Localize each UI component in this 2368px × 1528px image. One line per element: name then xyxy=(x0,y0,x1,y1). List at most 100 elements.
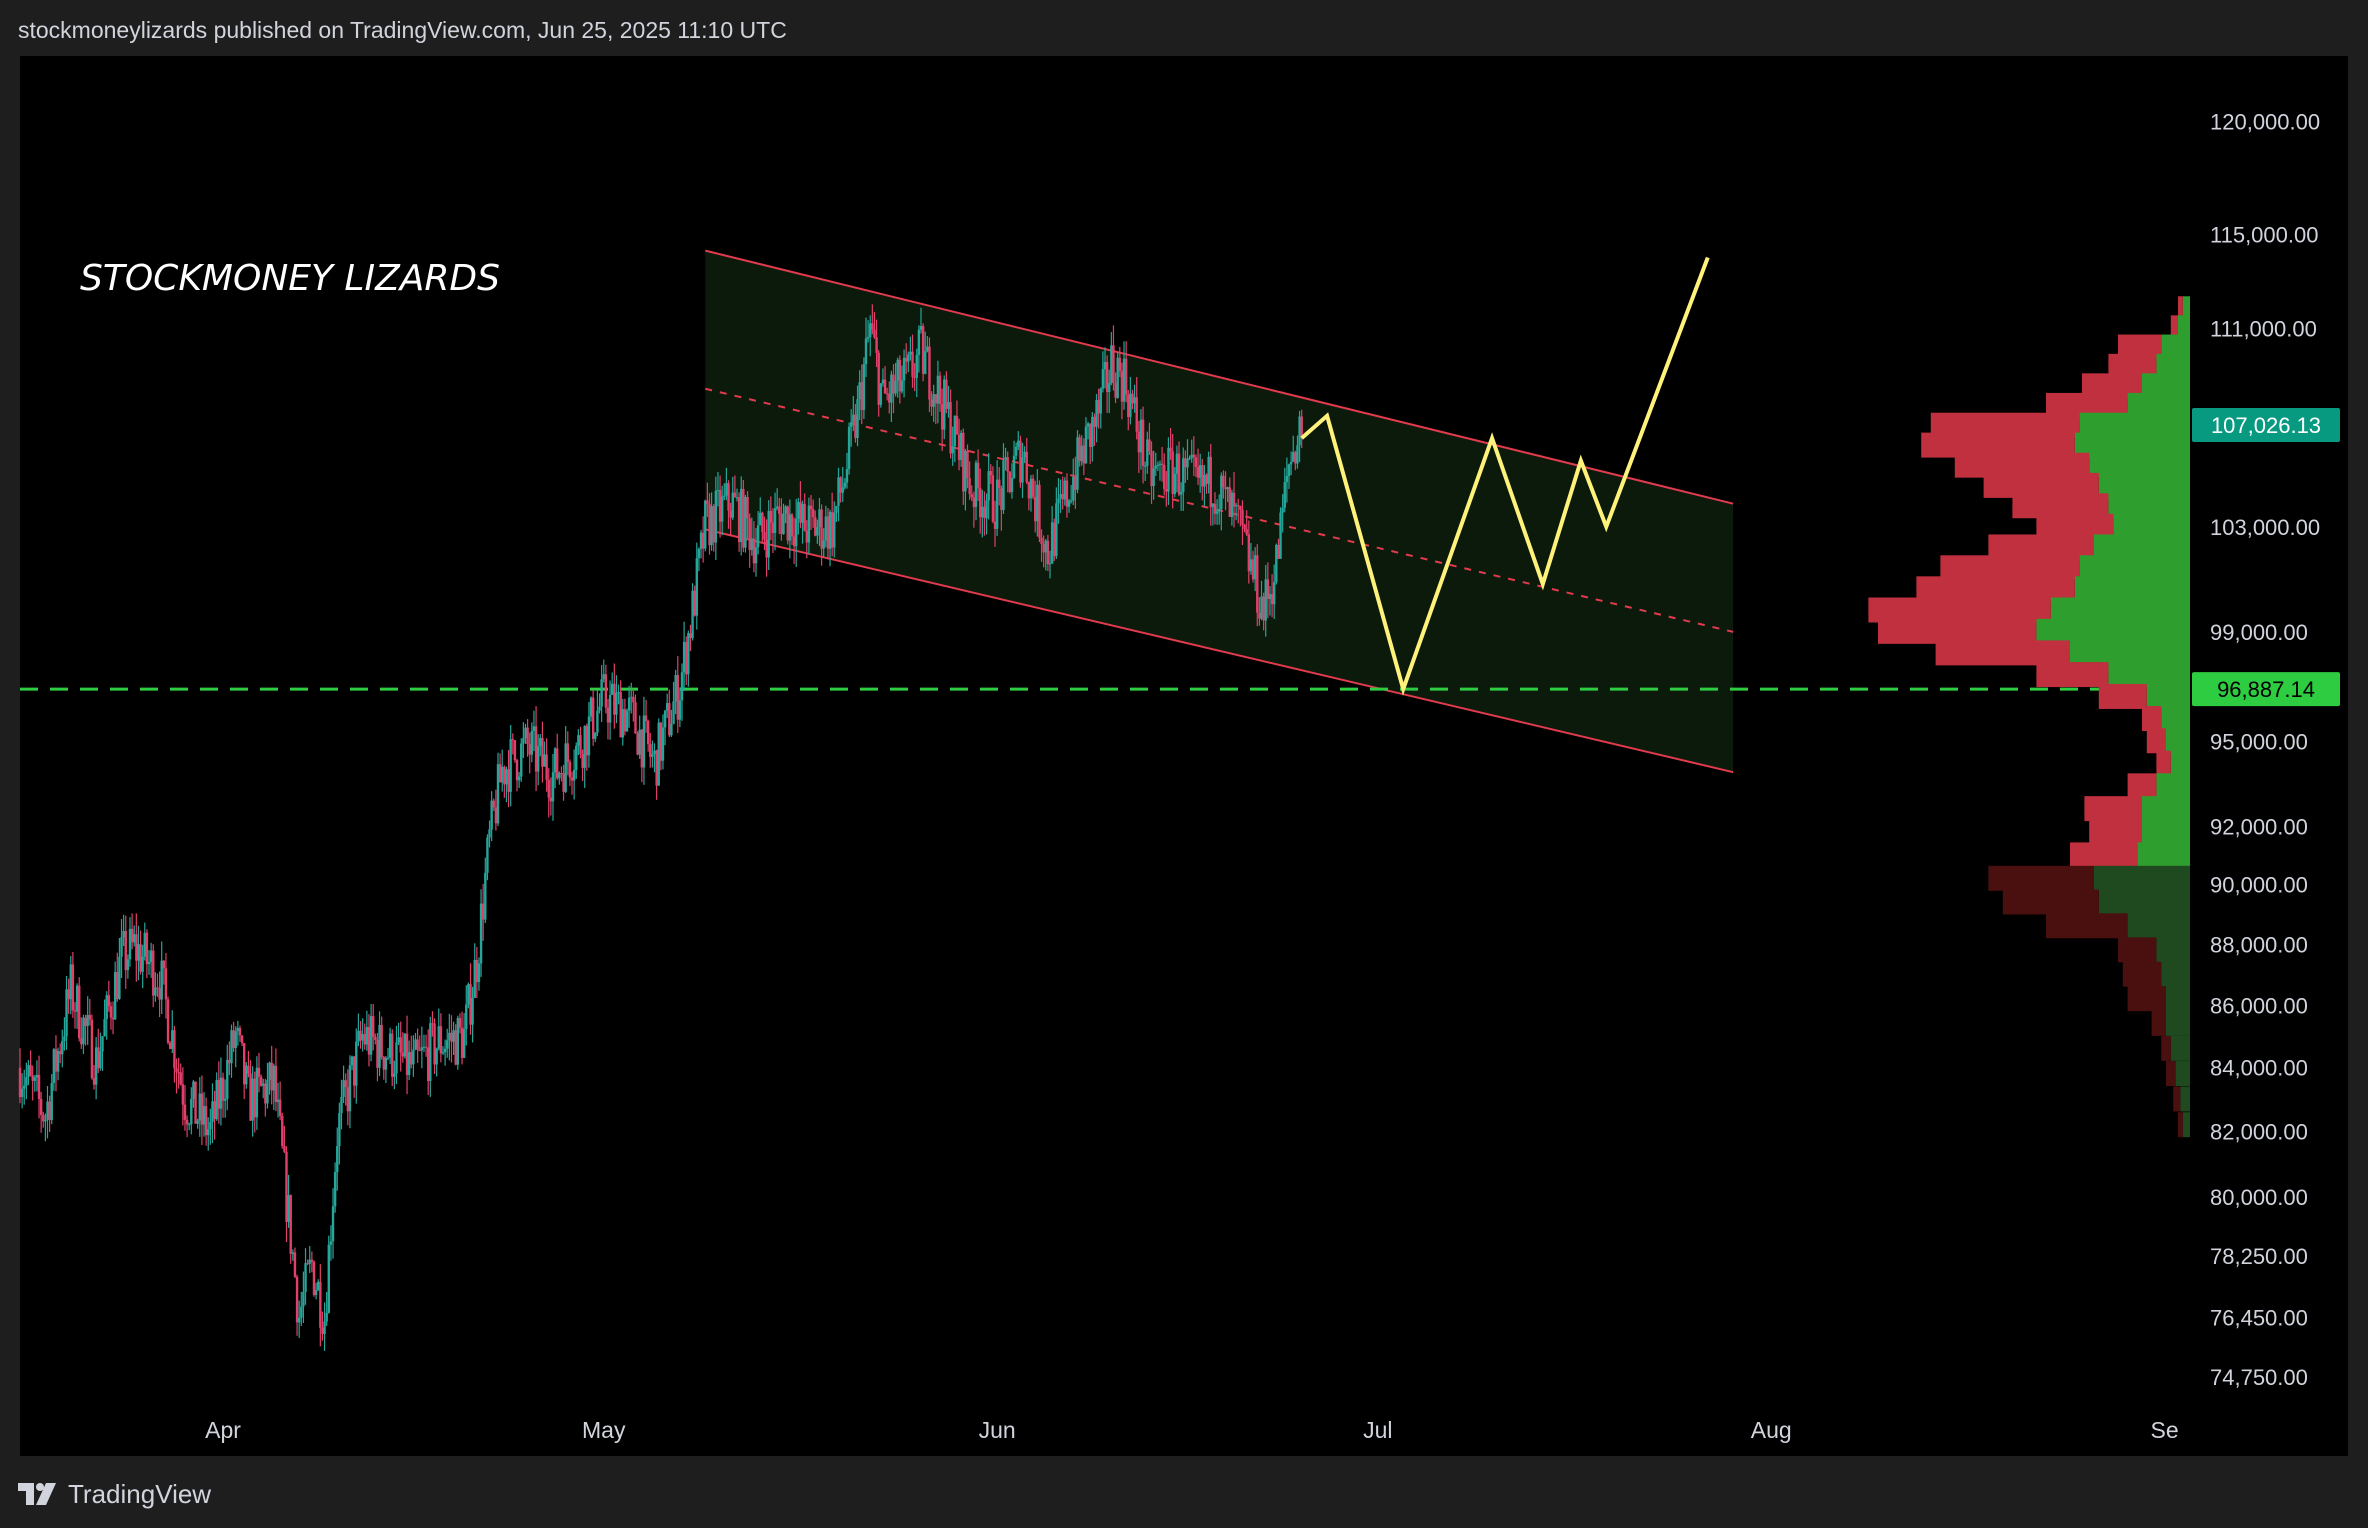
candle-body xyxy=(171,1030,174,1049)
candle-body xyxy=(196,1120,199,1124)
candle-body xyxy=(754,547,758,564)
candle-body xyxy=(460,1027,464,1058)
volume-profile-sell-bar xyxy=(2178,296,2183,322)
candle-body xyxy=(346,1087,350,1112)
candle-body xyxy=(1143,465,1147,467)
candle-body xyxy=(168,1042,172,1049)
candle-body xyxy=(369,1016,373,1055)
candle-body xyxy=(75,985,79,1012)
candle-body xyxy=(634,702,637,734)
candle-body xyxy=(99,1051,102,1069)
candle-body xyxy=(71,964,75,1011)
candle-body xyxy=(589,697,593,717)
candle-body xyxy=(173,1030,176,1069)
candle-body xyxy=(824,516,828,541)
candle-body xyxy=(39,1098,43,1115)
candle-body xyxy=(215,1079,218,1120)
candle-body xyxy=(1010,477,1014,493)
candle-body xyxy=(1042,544,1045,553)
candle-body xyxy=(126,959,130,971)
volume-profile-sell-bar xyxy=(2127,773,2157,799)
candle-body xyxy=(775,506,779,509)
candle-body xyxy=(122,931,125,938)
candle-body xyxy=(778,506,781,514)
candle-body xyxy=(264,1083,267,1104)
volume-profile-sell-bar xyxy=(2070,842,2138,868)
candle-body xyxy=(820,509,823,549)
candle-body xyxy=(697,548,701,559)
candle-body xyxy=(513,740,517,761)
candle-body xyxy=(814,517,817,536)
candle-body xyxy=(1262,596,1265,621)
volume-profile-buy-bar xyxy=(2182,1112,2190,1138)
candle-body xyxy=(177,1072,180,1074)
candle-body xyxy=(422,1046,426,1048)
candle-body xyxy=(875,337,878,353)
y-axis-tick-label: 120,000.00 xyxy=(2210,110,2320,135)
candle-body xyxy=(1101,369,1105,389)
channel-upper-line xyxy=(705,249,1734,505)
volume-profile-sell-bar xyxy=(2146,728,2166,754)
candle-body xyxy=(107,995,111,1007)
candle-body xyxy=(336,1146,339,1173)
candle-body xyxy=(849,422,853,427)
time-axis[interactable]: Apr May Jun Jul Aug Se xyxy=(205,1417,2179,1443)
candle-body xyxy=(765,539,768,558)
volume-profile-sell-bar xyxy=(2166,1061,2176,1087)
candle-body xyxy=(33,1077,37,1081)
candle-body xyxy=(1294,452,1297,464)
candle-body xyxy=(788,514,792,541)
candle-body xyxy=(185,1119,189,1125)
price-axis[interactable]: 120,000.00 115,000.00 111,000.00 103,000.00… xyxy=(2210,110,2320,1391)
candle-body xyxy=(1237,505,1240,507)
candle-body xyxy=(740,488,743,543)
volume-profile-sell-bar xyxy=(1868,597,2051,623)
candle-body xyxy=(1053,522,1056,557)
candle-body xyxy=(484,872,487,920)
candle-body xyxy=(1129,393,1132,417)
projection-zigzag xyxy=(1300,256,1710,696)
candle-body xyxy=(1086,423,1090,427)
candle-body xyxy=(858,382,861,400)
candle-body xyxy=(1258,612,1261,619)
candle-body xyxy=(955,415,959,435)
candle-body xyxy=(67,989,70,1000)
candle-body xyxy=(1040,537,1043,545)
projection-path[interactable] xyxy=(1300,256,1710,696)
y-axis-tick-label: 76,450.00 xyxy=(2210,1306,2308,1331)
candle-body xyxy=(251,1078,254,1121)
candle-body xyxy=(152,950,155,996)
candle-body xyxy=(179,1072,182,1085)
volume-profile-buy-bar xyxy=(2108,662,2190,688)
candle-body xyxy=(384,1057,388,1070)
candle-body xyxy=(1194,457,1198,467)
candlestick-series xyxy=(18,304,1303,1351)
candle-body xyxy=(1027,482,1031,499)
candle-body xyxy=(1021,457,1024,483)
candle-body xyxy=(211,1101,214,1123)
candle-body xyxy=(1184,458,1187,468)
volume-profile-buy-bar xyxy=(2050,597,2190,623)
candle-body xyxy=(141,956,144,972)
candle-body xyxy=(904,357,908,362)
candle-body xyxy=(587,716,591,756)
candle-body xyxy=(691,590,694,639)
candle-body xyxy=(959,432,963,460)
candle-body xyxy=(407,1052,411,1076)
candle-body xyxy=(530,731,534,755)
candle-body xyxy=(46,1101,49,1120)
tradingview-footer[interactable]: TradingView xyxy=(18,1476,211,1512)
candle-body xyxy=(247,1065,250,1074)
candle-body xyxy=(818,509,821,528)
candle-body xyxy=(938,375,942,405)
candle-body xyxy=(668,703,671,736)
candle-body xyxy=(1084,426,1088,464)
candle-body xyxy=(1249,559,1253,572)
candle-body xyxy=(291,1252,295,1254)
candle-body xyxy=(1093,416,1096,427)
candle-body xyxy=(883,379,887,394)
candle-body xyxy=(712,506,715,543)
candle-body xyxy=(1148,439,1151,452)
candle-body xyxy=(1014,446,1018,456)
